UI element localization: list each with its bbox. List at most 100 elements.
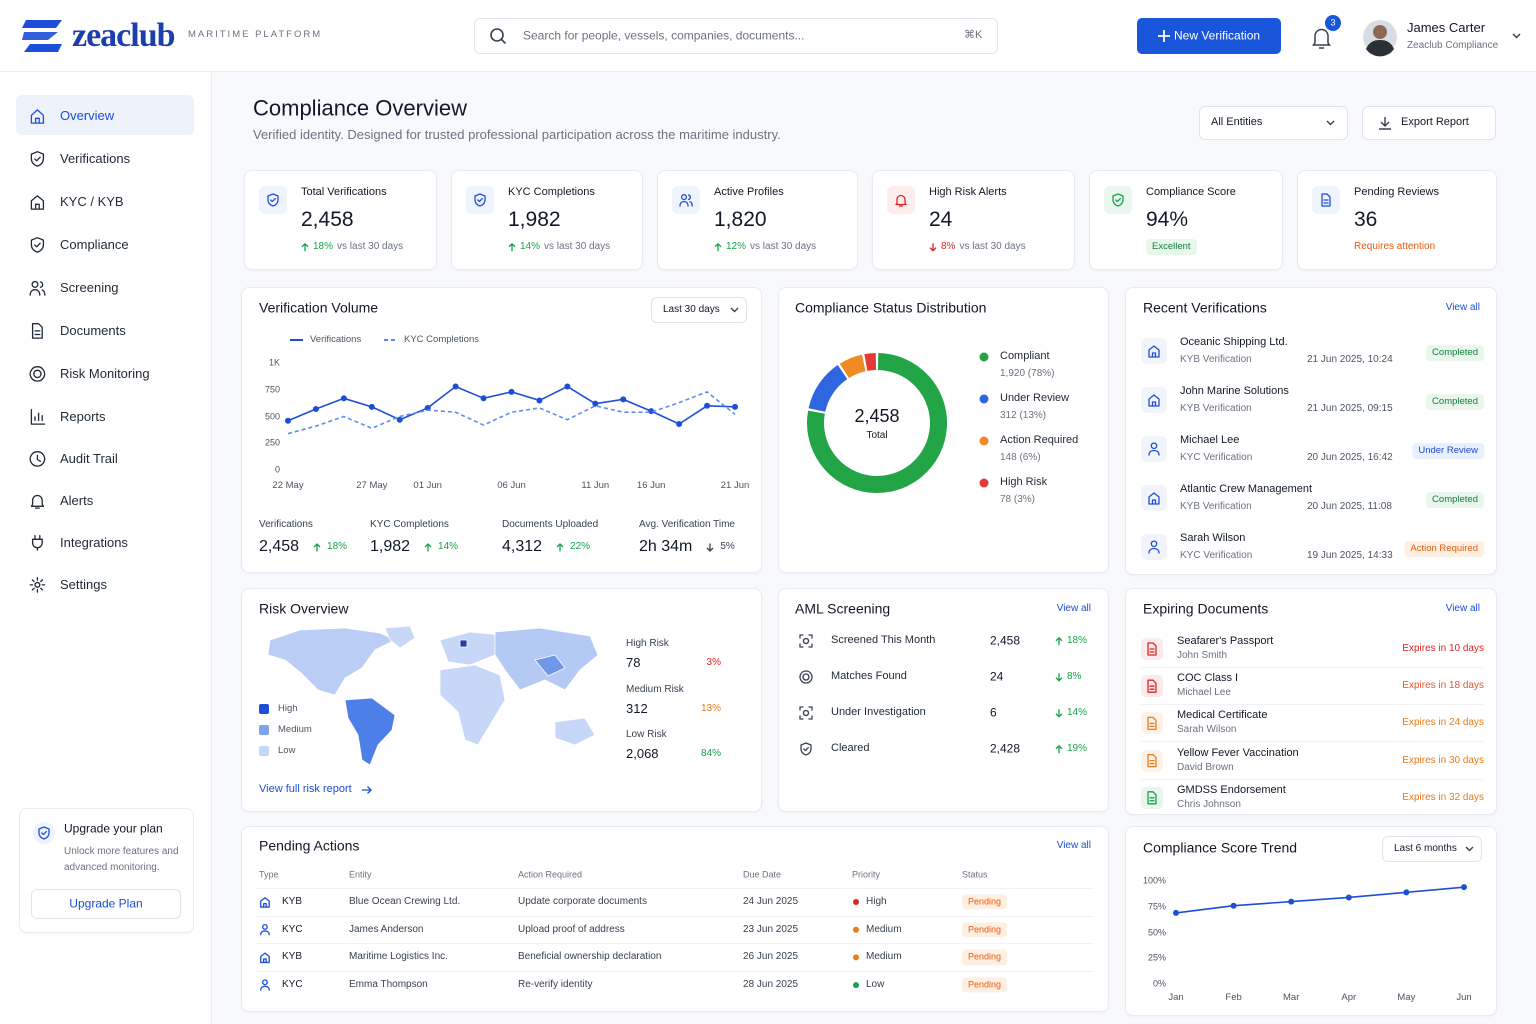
upgrade-title: Upgrade your plan xyxy=(64,821,163,836)
kpi-change-value: 14% xyxy=(520,240,541,252)
cell: Maritime Logistics Inc. xyxy=(349,951,448,963)
search-placeholder: Search for people, vessels, companies, d… xyxy=(523,28,805,43)
y-tick-label: 750 xyxy=(264,384,280,395)
aml-value: 2,428 xyxy=(990,741,1021,756)
nav-item[interactable]: Compliance xyxy=(60,236,129,252)
item-name: Atlantic Crew Management xyxy=(1180,483,1313,496)
nav-item[interactable]: Settings xyxy=(60,576,107,592)
doc-holder: Michael Lee xyxy=(1177,686,1231,698)
range-label[interactable]: Last 6 months xyxy=(1394,842,1457,854)
tagline: MARITIME PLATFORM xyxy=(188,29,323,41)
distribution-card xyxy=(778,287,1109,573)
y-tick-label: 0% xyxy=(1152,978,1166,989)
view-all-link[interactable]: View all xyxy=(1445,602,1480,614)
status-badge: Completed xyxy=(1426,345,1484,361)
stat-label: Documents Uploaded xyxy=(502,518,599,530)
stat-change: 5% xyxy=(720,540,735,552)
nav-item[interactable]: Verifications xyxy=(60,150,131,166)
item-date: 21 Jun 2025, 10:24 xyxy=(1307,353,1393,365)
nav-item[interactable]: Overview xyxy=(60,107,115,123)
risk-level-share: 84% xyxy=(700,747,721,759)
risk-level-value: 312 xyxy=(626,700,648,716)
y-tick-label: 25% xyxy=(1147,952,1166,963)
kpi-note: vs last 30 days xyxy=(337,240,404,252)
y-tick-label: 1K xyxy=(268,357,280,368)
cell: Emma Thompson xyxy=(349,978,428,990)
doc-holder: John Smith xyxy=(1177,649,1228,661)
cell-priority: Medium xyxy=(866,923,902,935)
view-all-link[interactable]: View all xyxy=(1445,301,1480,313)
range-label[interactable]: Last 30 days xyxy=(663,303,720,315)
item-icon-bg xyxy=(1141,436,1167,462)
cell: 26 Jun 2025 xyxy=(743,951,799,963)
x-tick-label: Mar xyxy=(1283,992,1300,1004)
recent-card xyxy=(1125,287,1497,575)
nav-item[interactable]: Documents xyxy=(60,322,126,338)
x-tick-label: 21 Jun xyxy=(720,480,750,492)
upgrade-button[interactable] xyxy=(31,889,181,919)
stat-row: 2h 34m 5% xyxy=(639,537,735,557)
kpi-status: Requires attention xyxy=(1354,240,1436,252)
nav-item[interactable]: Audit Trail xyxy=(60,450,118,466)
doc-expiry: Expires in 24 days xyxy=(1402,717,1484,729)
row-divider xyxy=(1141,778,1484,780)
risk-report-link[interactable]: View full risk report xyxy=(259,783,352,796)
kpi-icon-bg xyxy=(259,186,287,214)
new-verification-label[interactable]: New Verification xyxy=(1174,28,1261,43)
search-box[interactable] xyxy=(474,18,998,54)
nav-item[interactable]: KYC / KYB xyxy=(60,193,124,209)
doc-expiry: Expires in 10 days xyxy=(1402,642,1484,654)
x-tick-label: Feb xyxy=(1225,992,1242,1004)
entity-filter-label[interactable]: All Entities xyxy=(1211,116,1263,129)
kpi-label: KYC Completions xyxy=(508,186,595,199)
card-title: Compliance Score Trend xyxy=(1143,839,1298,856)
item-type: KYC Verification xyxy=(1180,451,1253,463)
doc-expiry: Expires in 18 days xyxy=(1402,679,1484,691)
column-header: Status xyxy=(962,869,988,880)
column-header: Entity xyxy=(349,869,372,880)
upgrade-text: Unlock more features and advanced monito… xyxy=(64,846,179,873)
item-name: Michael Lee xyxy=(1180,434,1240,447)
item-name: John Marine Solutions xyxy=(1180,385,1289,398)
nav-active[interactable] xyxy=(16,95,194,135)
risk-card xyxy=(241,588,762,812)
nav-item[interactable]: Risk Monitoring xyxy=(60,365,150,381)
cell-type: KYB xyxy=(282,951,303,963)
item-date: 21 Jun 2025, 09:15 xyxy=(1307,402,1393,414)
legend-value: 312 (13%) xyxy=(1000,409,1047,421)
nav-item[interactable]: Alerts xyxy=(60,492,94,508)
aml-value: 6 xyxy=(990,705,997,720)
export-label[interactable]: Export Report xyxy=(1401,116,1469,129)
aml-label: Cleared xyxy=(831,742,870,755)
nav-item[interactable]: Reports xyxy=(60,408,106,424)
stat-value: 1,982 xyxy=(370,538,411,555)
kpi-change-value: 8% xyxy=(941,240,956,252)
stat-row: 2,458 18% xyxy=(259,537,347,557)
nav-item[interactable]: Integrations xyxy=(60,534,128,550)
view-all-link[interactable]: View all xyxy=(1056,839,1091,851)
row-divider xyxy=(255,915,1093,917)
card-title: Pending Actions xyxy=(259,837,360,854)
stat-value: 4,312 xyxy=(502,538,543,555)
cell-priority: High xyxy=(866,895,887,907)
aml-label: Matches Found xyxy=(831,670,907,683)
entity-filter[interactable] xyxy=(1199,106,1348,140)
view-all-link[interactable]: View all xyxy=(1056,602,1091,614)
kpi-icon-bg xyxy=(1312,186,1340,214)
item-type: KYB Verification xyxy=(1180,500,1252,512)
item-icon-bg xyxy=(1141,534,1167,560)
cell: 23 Jun 2025 xyxy=(743,923,799,935)
trend-arrow xyxy=(1055,709,1063,718)
range-select[interactable] xyxy=(1382,836,1482,862)
x-tick-label: 06 Jun xyxy=(497,480,526,492)
nav-item[interactable]: Screening xyxy=(60,279,119,295)
row-divider xyxy=(255,888,1093,889)
stat-label: Avg. Verification Time xyxy=(639,518,735,530)
card-title: AML Screening xyxy=(795,600,891,617)
row-divider xyxy=(1141,704,1484,706)
expiring-card xyxy=(1125,588,1497,815)
doc-name: Seafarer's Passport xyxy=(1177,635,1274,648)
upgrade-button-label[interactable]: Upgrade Plan xyxy=(69,896,143,911)
cell: James Anderson xyxy=(349,923,424,935)
doc-icon-bg xyxy=(1141,786,1163,809)
